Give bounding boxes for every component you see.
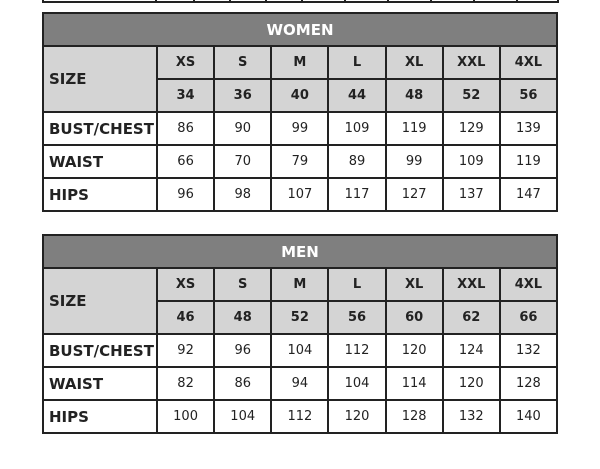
- size-letter: XS: [155, 45, 216, 80]
- measurement-cell: 124: [441, 333, 501, 368]
- size-number: 46: [155, 300, 216, 335]
- measurement-cell: 66: [155, 144, 216, 179]
- size-number: 56: [327, 300, 387, 335]
- measurement-cell: 132: [441, 399, 501, 434]
- measurement-cell: 107: [270, 177, 330, 212]
- measurement-cell: 94: [270, 366, 330, 401]
- measurement-cell: 96: [213, 333, 273, 368]
- row-label: BUST/CHEST: [42, 333, 158, 368]
- row-label: WAIST: [42, 144, 158, 179]
- size-letter: 4XL: [498, 45, 559, 80]
- measurement-cell: 129: [441, 111, 501, 146]
- measurement-cell: 86: [155, 111, 216, 146]
- measurement-cell: 120: [384, 333, 444, 368]
- row-label: BUST/CHEST: [42, 111, 158, 146]
- size-number: 34: [155, 78, 216, 113]
- measurement-cell: 109: [327, 111, 387, 146]
- measurement-cell: 89: [327, 144, 387, 179]
- measurement-cell: 112: [327, 333, 387, 368]
- size-letter: L: [327, 45, 387, 80]
- size-letter: XXL: [441, 45, 501, 80]
- size-number: 60: [384, 300, 444, 335]
- measurement-cell: 127: [384, 177, 444, 212]
- measurement-cell: 137: [441, 177, 501, 212]
- table-row: HIPS 96 98 107 117 127 137 147: [42, 177, 559, 212]
- table-row: BUST/CHEST 92 96 104 112 120 124 132: [42, 333, 559, 368]
- measurement-cell: 132: [498, 333, 559, 368]
- measurement-cell: 120: [327, 399, 387, 434]
- size-number: 48: [384, 78, 444, 113]
- measurement-cell: 117: [327, 177, 387, 212]
- size-letter: XXL: [441, 267, 501, 302]
- measurement-cell: 82: [155, 366, 216, 401]
- size-number: 44: [327, 78, 387, 113]
- size-letter: M: [270, 45, 330, 80]
- size-letter: M: [270, 267, 330, 302]
- measurement-cell: 104: [213, 399, 273, 434]
- size-number: 36: [213, 78, 273, 113]
- table-row: WAIST 82 86 94 104 114 120 128: [42, 366, 559, 401]
- table-row: HIPS 100 104 112 120 128 132 140: [42, 399, 559, 434]
- measurement-cell: 119: [384, 111, 444, 146]
- section-title: MEN: [42, 234, 558, 269]
- measurement-cell: 147: [498, 177, 559, 212]
- section-title: WOMEN: [42, 12, 558, 47]
- measurement-cell: 120: [441, 366, 501, 401]
- size-letter: XL: [384, 267, 444, 302]
- measurement-cell: 109: [441, 144, 501, 179]
- measurement-cell: 98: [213, 177, 273, 212]
- measurement-cell: 70: [213, 144, 273, 179]
- measurement-cell: 119: [498, 144, 559, 179]
- size-number: 62: [441, 300, 501, 335]
- size-number: 48: [213, 300, 273, 335]
- size-letter: S: [213, 45, 273, 80]
- measurement-cell: 104: [327, 366, 387, 401]
- measurement-cell: 139: [498, 111, 559, 146]
- row-label: HIPS: [42, 399, 158, 434]
- size-letter: XL: [384, 45, 444, 80]
- size-letter: XS: [155, 267, 216, 302]
- measurement-cell: 104: [270, 333, 330, 368]
- men-size-table: MEN SIZE XS S M L XL XXL 4XL 46 48 52 56 60 62 66 BUST/C…: [42, 234, 559, 434]
- previous-table-edge: [42, 0, 559, 3]
- size-letter: S: [213, 267, 273, 302]
- measurement-cell: 99: [384, 144, 444, 179]
- women-size-table: WOMEN SIZE XS S M L XL XXL 4XL 34 36 40 44 48 52 56 BUST…: [42, 12, 559, 212]
- measurement-cell: 112: [270, 399, 330, 434]
- measurement-cell: 128: [384, 399, 444, 434]
- size-letter: 4XL: [498, 267, 559, 302]
- measurement-cell: 79: [270, 144, 330, 179]
- measurement-cell: 100: [155, 399, 216, 434]
- size-number: 56: [498, 78, 559, 113]
- measurement-cell: 99: [270, 111, 330, 146]
- measurement-cell: 92: [155, 333, 216, 368]
- row-label: WAIST: [42, 366, 158, 401]
- size-label: SIZE: [42, 45, 158, 113]
- size-letter: L: [327, 267, 387, 302]
- measurement-cell: 140: [498, 399, 559, 434]
- size-number: 66: [498, 300, 559, 335]
- measurement-cell: 128: [498, 366, 559, 401]
- table-row: BUST/CHEST 86 90 99 109 119 129 139: [42, 111, 559, 146]
- measurement-cell: 86: [213, 366, 273, 401]
- table-row: WAIST 66 70 79 89 99 109 119: [42, 144, 559, 179]
- size-number: 52: [270, 300, 330, 335]
- measurement-cell: 96: [155, 177, 216, 212]
- size-label: SIZE: [42, 267, 158, 335]
- size-number: 52: [441, 78, 501, 113]
- row-label: HIPS: [42, 177, 158, 212]
- measurement-cell: 90: [213, 111, 273, 146]
- measurement-cell: 114: [384, 366, 444, 401]
- size-number: 40: [270, 78, 330, 113]
